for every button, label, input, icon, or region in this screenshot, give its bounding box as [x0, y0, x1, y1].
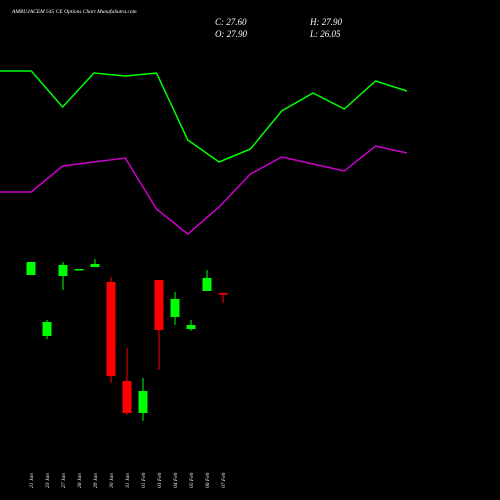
candle-body	[202, 277, 212, 291]
x-tick-label: 31 Jan	[125, 473, 131, 489]
x-tick-label: 07 Feb	[221, 472, 227, 488]
x-tick-label: 04 Feb	[172, 472, 179, 488]
candle-body	[154, 279, 164, 330]
ohlc-low: L: 26.05	[309, 29, 341, 39]
candle-body	[122, 381, 132, 413]
candle-body	[218, 292, 228, 295]
candle-body	[138, 391, 148, 413]
candle-body	[170, 298, 180, 317]
indicator-line	[0, 70, 408, 163]
candle-body	[186, 325, 196, 330]
candle-body	[106, 281, 116, 377]
candle-body	[26, 261, 36, 276]
x-tick-label: 05 Feb	[189, 472, 195, 488]
x-tick-label: 01 Feb	[141, 472, 147, 488]
x-tick-label: 29 Jan	[93, 473, 99, 488]
x-tick-label: 23 Jan	[45, 473, 51, 488]
chart-title: AMBUJACEM 545 CE Options Chart MunafaSut…	[11, 8, 137, 15]
candle-body	[42, 321, 52, 336]
candle-body	[74, 269, 84, 271]
indicator-line	[0, 145, 408, 235]
x-tick-label: 21 Jan	[29, 473, 35, 488]
x-tick-label: 27 Jan	[61, 473, 67, 488]
x-tick-label: 28 Jan	[77, 473, 83, 488]
candle-body	[90, 263, 100, 268]
ohlc-open: O: 27.90	[215, 29, 247, 39]
x-tick-label: 03 Feb	[157, 472, 163, 488]
ohlc-high: H: 27.90	[309, 17, 342, 27]
x-tick-label: 06 Feb	[205, 472, 211, 488]
x-tick-label: 30 Jan	[109, 473, 115, 489]
ohlc-close: C: 27.60	[215, 17, 247, 27]
candle-body	[58, 264, 68, 276]
